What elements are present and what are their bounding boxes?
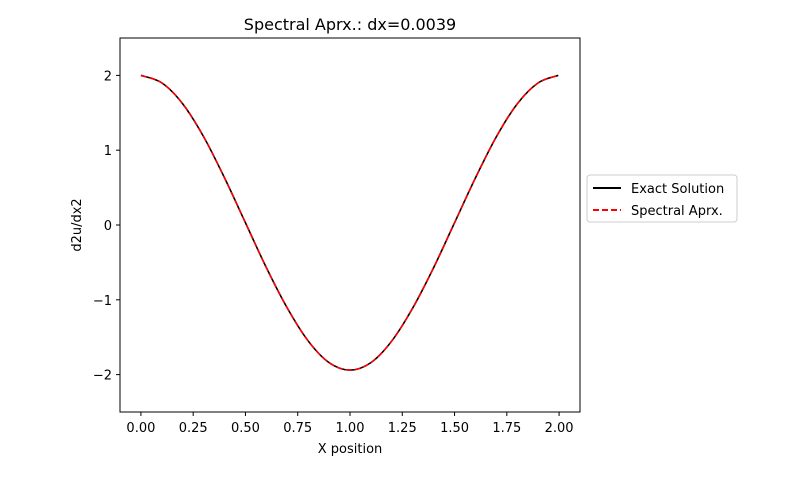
legend-label-exact: Exact Solution — [631, 182, 724, 197]
x-tick-label: 1.75 — [492, 421, 521, 436]
x-axis-label: X position — [318, 442, 383, 457]
legend: Exact Solution Spectral Aprx. — [586, 174, 738, 223]
y-axis: −2 −1 0 1 2 — [93, 69, 120, 384]
axes-frame — [119, 37, 581, 413]
x-tick-label: 0.50 — [231, 421, 260, 436]
y-tick-label: −1 — [93, 294, 112, 309]
y-tick-label: 1 — [104, 144, 112, 159]
series-line-spectral — [140, 74, 559, 371]
y-tick-label: 0 — [104, 219, 112, 234]
legend-label-spectral: Spectral Aprx. — [631, 204, 723, 219]
y-tick-label: 2 — [104, 69, 112, 84]
y-tick-label: −2 — [93, 369, 112, 384]
series-line-exact — [140, 74, 559, 371]
x-tick-label: 0.25 — [179, 421, 208, 436]
x-tick-label: 2.00 — [545, 421, 574, 436]
x-tick-label: 0.75 — [283, 421, 312, 436]
x-tick-label: 1.00 — [336, 421, 365, 436]
x-tick-label: 0.00 — [126, 421, 155, 436]
x-axis: 0.00 0.25 0.50 0.75 1.00 1.25 1.50 1.75 2.00 — [126, 412, 574, 436]
chart-title: Spectral Aprx.: dx=0.0039 — [244, 15, 456, 34]
y-axis-label: d2u/dx2 — [70, 198, 85, 251]
legend-box — [586, 174, 738, 223]
x-tick-label: 1.25 — [388, 421, 417, 436]
plot-area — [140, 74, 559, 371]
x-tick-label: 1.50 — [440, 421, 469, 436]
